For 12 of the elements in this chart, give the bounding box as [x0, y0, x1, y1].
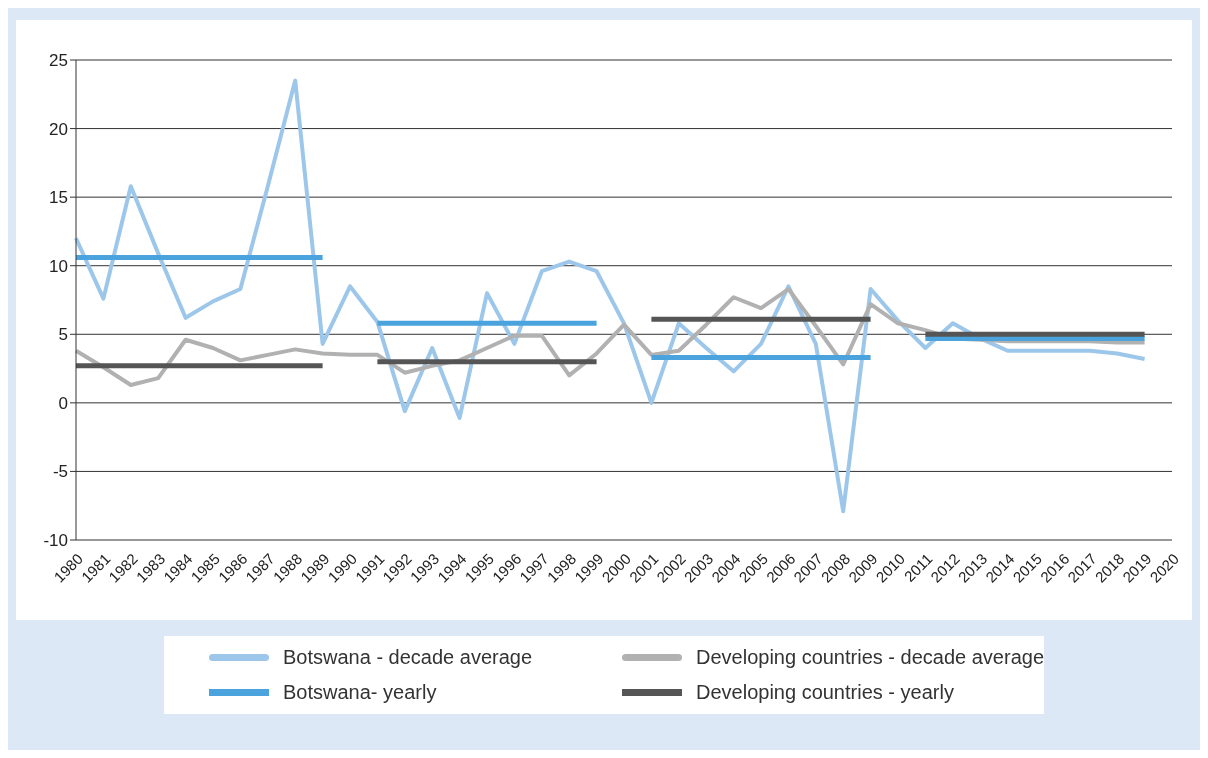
y-tick-label: 0	[58, 393, 68, 413]
y-tick-label: -5	[52, 462, 68, 482]
y-tick-label: 25	[49, 51, 68, 71]
y-tick-label: 15	[49, 188, 68, 208]
y-tick-label: 10	[49, 256, 68, 276]
legend-label: Botswana - decade average	[282, 646, 534, 669]
y-tick-label: 5	[58, 325, 68, 345]
y-tick-label: -10	[43, 531, 68, 551]
y-tick-label: 20	[49, 119, 68, 139]
legend-label: Developing countries - yearly	[695, 681, 955, 704]
legend-label: Botswana- yearly	[282, 681, 438, 704]
legend-label: Developing countries - decade average	[695, 646, 1044, 669]
